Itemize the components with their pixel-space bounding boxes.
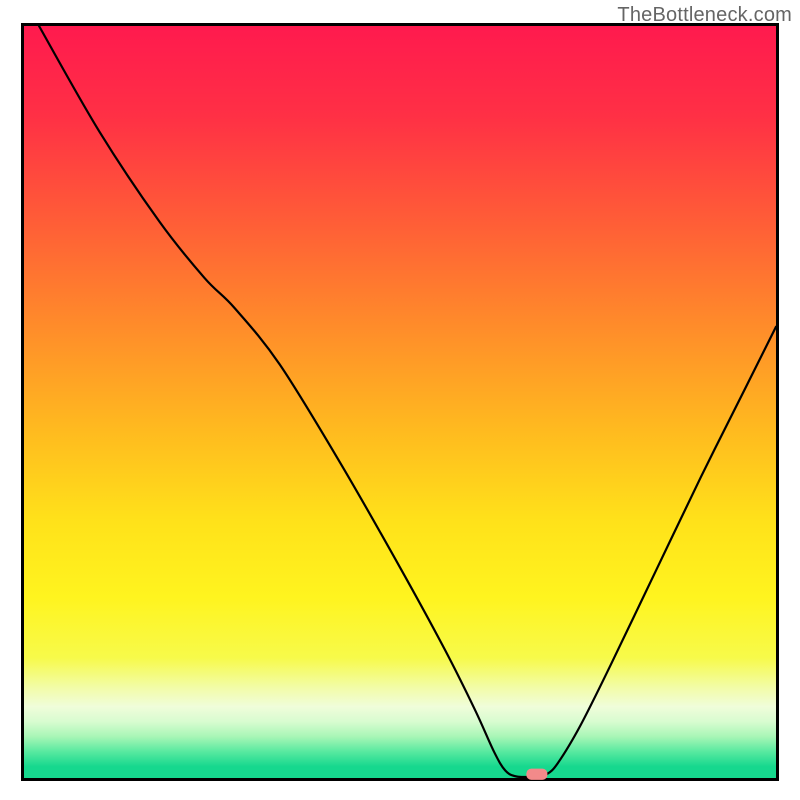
plot-background	[24, 26, 776, 778]
watermark-text: TheBottleneck.com	[617, 4, 792, 27]
bottleneck-chart: TheBottleneck.com	[0, 0, 800, 800]
chart-svg	[0, 0, 800, 800]
optimal-marker	[526, 769, 547, 780]
